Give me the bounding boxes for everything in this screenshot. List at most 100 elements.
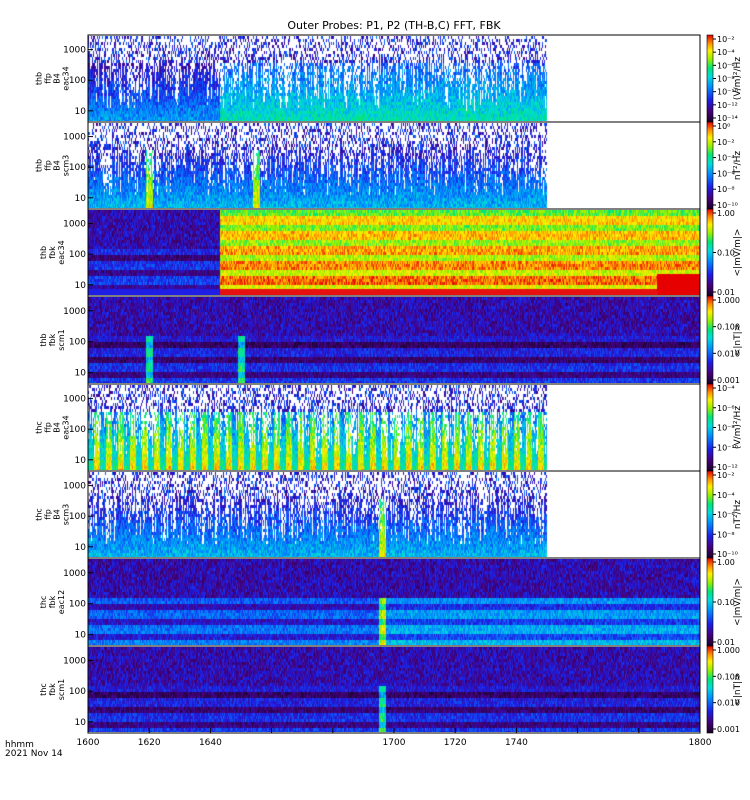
colorbar-label: nT²/Hz	[733, 500, 743, 530]
y-axis-label: scm1	[57, 329, 66, 350]
colorbar-tick-label: 10⁻⁶	[717, 404, 735, 413]
y-axis-label: B4	[53, 73, 62, 84]
panel-thb-fbk-eac34: 10 100 1000 thb fbk eac34 0.01 0.10 1.00 <|mV/m|>	[39, 208, 743, 297]
colorbar-thc-ffp-eac34	[706, 383, 714, 472]
colorbar-tick-label: 10⁻⁸	[717, 75, 735, 84]
y-axis-label: fbk	[48, 683, 57, 696]
y-tick-label: 100	[69, 76, 86, 86]
colorbar-tick-label: 10⁻⁴	[717, 154, 735, 163]
colorbar-tick-label: 0.10	[717, 249, 735, 258]
colorbar-tick-label: 1.000	[717, 646, 740, 655]
colorbar-tick-label: 0.010	[717, 699, 740, 708]
colorbar-label: nT²/Hz	[733, 151, 743, 181]
panel-thb-ffp-eac34: 10 100 1000 thb ffp B4 eac34 10⁻¹⁴ 10⁻¹² 10⁻¹⁰ 10⁻…	[35, 34, 743, 123]
colorbar-tick-label: 10⁻⁴	[717, 384, 735, 393]
colorbar-tick-label: 10⁻¹⁰	[717, 443, 738, 452]
colorbar-label: (V/m)²/Hz	[733, 406, 743, 449]
heatmap-thb-fbk-eac34	[88, 210, 700, 295]
y-axis-label: thc	[35, 421, 44, 434]
panel-thb-ffp-scm3: 10 100 1000 thb ffp B4 scm3 10⁻¹⁰ 10⁻⁸ 10⁻⁶ 10⁻⁴ 10…	[35, 121, 743, 210]
heatmap-thc-fbk-eac12	[88, 559, 700, 645]
colorbar-tick-label: 10⁻⁶	[717, 61, 735, 70]
y-axis-label: eac34	[57, 240, 66, 264]
colorbar-tick-label: 10⁻²	[717, 35, 735, 44]
y-axis-label: thc	[35, 508, 44, 521]
y-axis-label: thc	[39, 596, 48, 609]
y-axis-label: thb	[39, 246, 48, 259]
panel-thb-fbk-scm1: 10 100 1000 thb fbk scm1 0.001 0.010 0.100 1.000 <…	[39, 295, 743, 385]
footer-date: 2021 Nov 14	[5, 749, 63, 759]
y-tick-label: 1000	[63, 657, 86, 667]
y-axis-label: fbk	[48, 595, 57, 608]
colorbar-tick-label: 1.00	[717, 558, 735, 567]
x-tick-label: 1800	[689, 738, 712, 748]
colorbar-thb-ffp-scm3	[706, 121, 714, 210]
y-axis-label: fbk	[48, 333, 57, 346]
chart-title: Outer Probes: P1, P2 (TH-B,C) FFT, FBK	[287, 19, 501, 32]
panel-thc-fbk-scm1: 10 100 1000 thc fbk scm1 0.001 0.010 0.100 1.000 <…	[39, 645, 743, 734]
x-tick-label: 1740	[505, 738, 528, 748]
heatmap-thb-ffp-eac34	[88, 36, 700, 121]
heatmap-thc-ffp-scm3	[88, 472, 700, 557]
colorbar-thb-fbk-eac34	[706, 208, 714, 297]
colorbar-tick-label: 0.010	[717, 349, 740, 358]
y-tick-label: 10	[75, 281, 87, 291]
panel-thc-fbk-eac12: 10 100 1000 thc fbk eac12 0.01 0.10 1.00 <|mV/m|>	[39, 557, 743, 647]
y-axis-label: scm3	[62, 155, 71, 176]
y-tick-label: 100	[69, 163, 86, 173]
y-tick-label: 100	[69, 512, 86, 522]
x-tick-label: 1720	[444, 738, 467, 748]
y-tick-label: 1000	[63, 133, 86, 143]
x-tick-label: 1620	[138, 738, 161, 748]
y-axis-label: ffp	[44, 160, 53, 171]
footer-hhmm: hhmm	[5, 740, 34, 750]
y-axis-label: thc	[39, 683, 48, 696]
colorbar-tick-label: 1.000	[717, 296, 740, 305]
colorbar-tick-label: 10⁻²	[717, 471, 735, 480]
y-tick-label: 1000	[63, 220, 86, 230]
y-tick-label: 10	[75, 456, 87, 466]
x-tick-label: 1640	[199, 738, 222, 748]
y-axis-label: scm3	[62, 504, 71, 525]
y-axis-label: fbk	[48, 246, 57, 259]
colorbar-tick-label: 10⁻⁸	[717, 185, 735, 194]
y-axis-label: ffp	[44, 422, 53, 433]
y-axis-label: eac34	[62, 415, 71, 439]
y-tick-label: 100	[69, 425, 86, 435]
colorbar-tick-label: 1.00	[717, 209, 735, 218]
x-tick-label: 1600	[77, 738, 100, 748]
colorbar-tick-label: 10⁻¹⁰	[717, 201, 738, 210]
y-axis-label: B4	[53, 422, 62, 433]
y-axis-label: eac34	[62, 66, 71, 90]
y-tick-label: 10	[75, 631, 87, 641]
y-axis-label: thb	[35, 159, 44, 172]
colorbar-tick-label: 10⁻²	[717, 138, 735, 147]
colorbar-tick-label: 0.100	[717, 672, 740, 681]
y-axis-label: thb	[35, 72, 44, 85]
y-axis-label: B4	[53, 509, 62, 520]
colorbar-tick-label: 10⁻⁸	[717, 530, 735, 539]
y-tick-label: 1000	[63, 395, 86, 405]
colorbar-thc-fbk-eac12	[706, 557, 714, 647]
panel-thc-ffp-eac34: 10 100 1000 thc ffp B4 eac34 10⁻¹² 10⁻¹⁰ 10⁻⁸ 10⁻⁶…	[35, 383, 743, 472]
colorbar-tick-label: 10⁻⁸	[717, 424, 735, 433]
colorbar-tick-label: 10⁻⁴	[717, 491, 735, 500]
colorbar-tick-label: 0.01	[717, 288, 735, 297]
y-tick-label: 1000	[63, 307, 86, 317]
heatmap-thb-ffp-scm3	[88, 123, 700, 208]
colorbar-thb-fbk-scm1	[706, 295, 714, 385]
colorbar-thc-ffp-scm3	[706, 470, 714, 559]
y-tick-label: 1000	[63, 569, 86, 579]
colorbar-label: <|nT|>	[733, 673, 743, 705]
heatmap-thc-fbk-scm1	[88, 647, 700, 732]
colorbar-label: <|nT|>	[733, 324, 743, 356]
panel-thc-ffp-scm3: 10 100 1000 thc ffp B4 scm3 10⁻¹⁰ 10⁻⁸ 10⁻⁶ 10⁻⁴ 10…	[35, 470, 743, 559]
colorbar-tick-label: 0.100	[717, 323, 740, 332]
y-axis-label: eac12	[57, 590, 66, 614]
colorbar-tick-label: 0.001	[717, 725, 740, 734]
colorbar-thb-ffp-eac34	[706, 34, 714, 123]
colorbar-tick-label: 10⁻¹⁰	[717, 550, 738, 559]
colorbar-tick-label: 0.10	[717, 598, 735, 607]
